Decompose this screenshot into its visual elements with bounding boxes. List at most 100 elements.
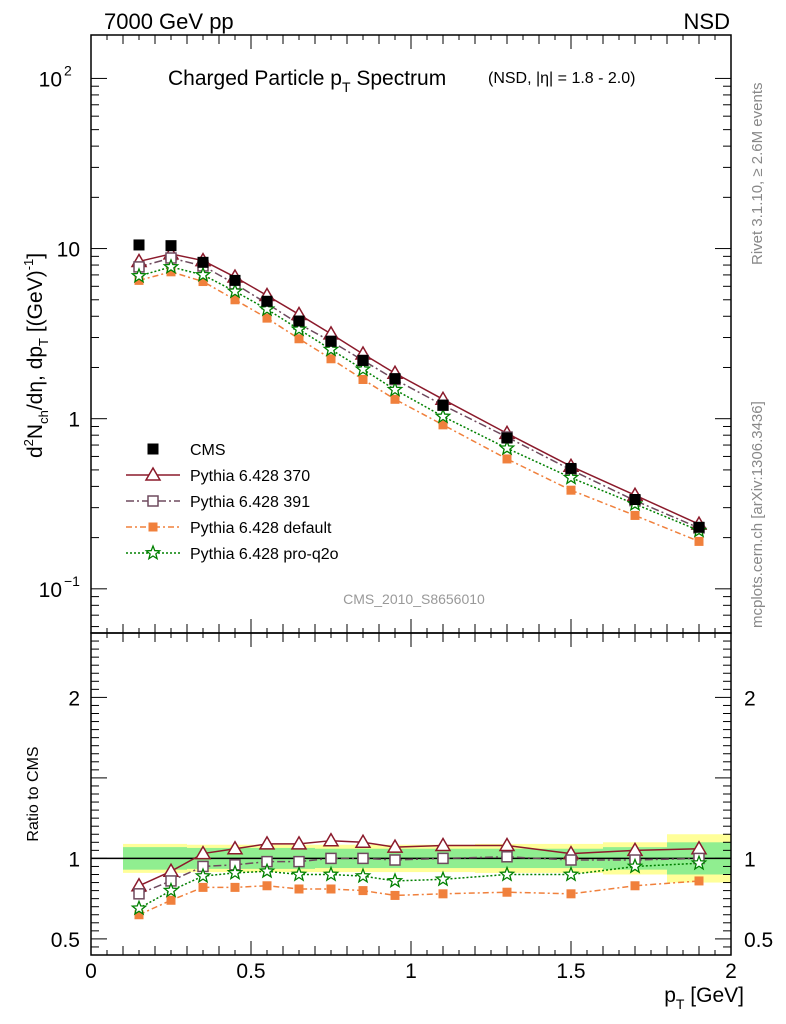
x-tick-label: 0 — [85, 960, 97, 983]
main-y-tick-label: 1 — [68, 409, 80, 432]
ratio-point-1 — [293, 855, 305, 868]
ratio-point-3 — [162, 881, 180, 898]
x-tick-label: 1 — [405, 960, 417, 983]
ratio-point-3 — [562, 865, 580, 882]
series-point-2 — [390, 394, 400, 404]
x-tick-label: 1.5 — [556, 960, 585, 983]
series-point-2 — [294, 334, 304, 344]
main-y-tick-label: 10 — [39, 68, 62, 91]
ratio-point-3 — [226, 864, 244, 881]
ratio-point-2 — [566, 889, 576, 899]
rivet-version-label: Rivet 3.1.10, ≥ 2.6M events — [749, 83, 766, 266]
series-point-2 — [502, 454, 512, 464]
x-axis-label: pT [GeV] — [664, 984, 744, 1012]
ratio-y-tick-label: 0.5 — [51, 929, 80, 952]
ratio-point-0 — [290, 835, 308, 850]
cms-data-point — [501, 432, 513, 444]
series-point-2 — [326, 354, 336, 364]
ratio-point-0 — [194, 845, 212, 860]
ratio-point-2 — [198, 882, 208, 892]
ratio-point-0 — [434, 837, 452, 852]
ratio-y-tick-label: 2 — [68, 687, 80, 710]
main-y-tick-label: 10 — [39, 579, 62, 602]
ratio-point-2 — [438, 889, 448, 899]
series-point-2 — [166, 267, 176, 277]
series-point-2 — [630, 510, 640, 520]
chart-title-extra: (NSD, |η| = 1.8 - 2.0) — [488, 70, 635, 87]
x-tick-label: 0.5 — [236, 960, 265, 983]
series-point-3 — [434, 407, 452, 424]
ratio-point-1 — [437, 852, 449, 865]
series-point-3 — [322, 340, 340, 357]
legend-marker — [148, 522, 158, 532]
chart-title-subscript: T — [342, 79, 351, 95]
cms-data-point — [357, 354, 369, 366]
series-line-2 — [138, 271, 700, 543]
ratio-point-2 — [694, 876, 704, 886]
main-panel-series — [130, 239, 708, 546]
mcplots-reference-label: mcplots.cern.ch [arXiv:1306.3436] — [749, 401, 766, 628]
main-panel-frame — [90, 34, 732, 634]
ratio-point-3 — [434, 870, 452, 887]
cms-data-point — [133, 239, 145, 251]
ratio-point-1 — [133, 888, 145, 900]
cms-data-point — [293, 315, 305, 327]
cms-data-point — [437, 399, 449, 411]
ratio-line-2 — [138, 880, 700, 916]
legend-marker — [144, 466, 162, 481]
ratio-point-2 — [358, 886, 368, 896]
ratio-point-1 — [389, 854, 401, 866]
legend: CMS Pythia 6.428 370 Pythia 6.428 391 Pythi… — [126, 442, 339, 563]
series-point-2 — [230, 295, 240, 305]
header-beam-label: 7000 GeV pp — [104, 9, 234, 34]
ratio-point-0 — [386, 838, 404, 853]
main-y-tick-exponent: 2 — [64, 62, 72, 78]
ratio-point-2 — [630, 881, 640, 891]
cms-data-point — [629, 494, 641, 506]
ratio-panel-frame — [90, 632, 732, 956]
ratio-point-0 — [322, 832, 340, 847]
legend-label: Pythia 6.428 pro-q2o — [190, 546, 339, 563]
ratio-y-axis-label: Ratio to CMS — [25, 746, 42, 841]
ratio-point-3 — [498, 865, 516, 882]
legend-marker — [147, 495, 159, 507]
chart-title: Charged Particle pT Spectrum — [168, 67, 446, 95]
ratio-panel-series — [130, 832, 708, 920]
ratio-point-0 — [498, 837, 516, 852]
series-point-2 — [566, 485, 576, 495]
series-line-3 — [138, 266, 700, 532]
ratio-point-1 — [357, 852, 369, 865]
cms-data-point — [165, 240, 177, 252]
ratio-point-3 — [258, 862, 276, 879]
ratio-y-tick-label-right: 2 — [744, 687, 756, 710]
series-point-2 — [438, 420, 448, 430]
cms-data-point — [261, 295, 273, 307]
legend-label: Pythia 6.428 370 — [190, 468, 310, 485]
legend-label: CMS — [190, 442, 226, 459]
series-point-3 — [130, 267, 148, 284]
series-point-2 — [262, 313, 272, 323]
ratio-point-3 — [354, 867, 372, 884]
series-line-1 — [138, 257, 700, 529]
main-y-axis-label: d2Nch/dη, dpT [(GeV)-1] — [21, 253, 51, 458]
series-point-3 — [354, 360, 372, 377]
ratio-y-tick-label-right: 1 — [744, 848, 756, 871]
series-point-3 — [258, 300, 276, 317]
ratio-y-tick-label-right: 0.5 — [744, 929, 773, 952]
ratio-point-1 — [325, 852, 337, 865]
ratio-point-0 — [354, 833, 372, 849]
series-point-2 — [694, 536, 704, 546]
ratio-point-2 — [502, 887, 512, 897]
ratio-point-0 — [258, 835, 276, 850]
ratio-point-3 — [690, 854, 708, 871]
ratio-point-2 — [230, 882, 240, 892]
ratio-y-tick-label: 1 — [68, 848, 80, 871]
ratio-point-1 — [565, 854, 577, 866]
ratio-point-3 — [130, 899, 148, 916]
legend-marker — [144, 544, 162, 561]
ratio-point-1 — [501, 851, 513, 863]
main-y-tick-exponent: −1 — [64, 573, 80, 589]
series-point-2 — [358, 374, 368, 384]
